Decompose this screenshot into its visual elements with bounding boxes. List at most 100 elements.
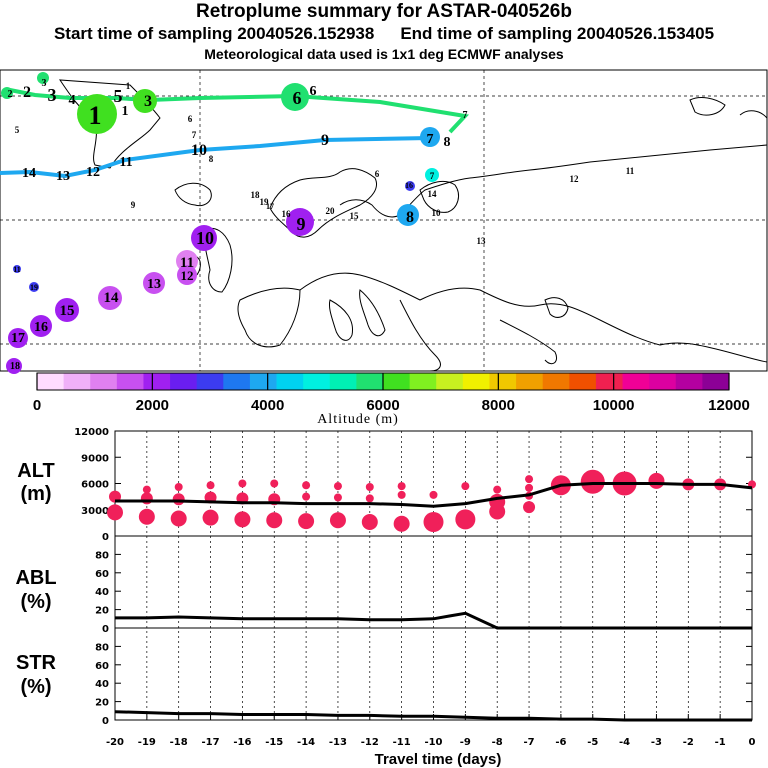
map-marker	[143, 272, 165, 294]
altitude-cluster-point	[302, 481, 311, 490]
map-cluster-label: 14	[428, 189, 438, 199]
altitude-colorbar: 0 2000 4000 6000 8000 10000 12000 Altitude (m)	[33, 372, 750, 427]
abl-y-tick-label: 20	[95, 606, 109, 617]
map-cluster-label: 7	[430, 171, 435, 181]
colorbar-cell	[383, 373, 411, 390]
alt-y-tick-label: 9000	[81, 453, 109, 464]
map-gridlines	[0, 70, 767, 371]
trajectory-paths	[0, 88, 470, 179]
map-marker	[420, 127, 440, 147]
altitude-cluster-point	[523, 501, 536, 514]
map-cluster-label: 4	[69, 93, 76, 108]
altitude-cluster-point	[393, 515, 410, 532]
map-marker	[425, 168, 439, 182]
altitude-cluster-point	[170, 510, 187, 527]
colorbar-cell	[223, 373, 251, 390]
altitude-cluster-point	[493, 485, 502, 494]
alt-axis-label: ALT	[17, 460, 54, 482]
colorbar-cell	[276, 373, 304, 390]
chart-title: Retroplume summary for ASTAR-040526b	[196, 1, 572, 22]
x-tick-label: 0	[749, 737, 756, 748]
altitude-cluster-point	[302, 492, 311, 501]
x-tick-label: -8	[492, 737, 503, 748]
altitude-cluster-point	[266, 512, 283, 529]
str-axis-unit: (%)	[20, 676, 51, 698]
colorbar-cell	[675, 373, 703, 390]
map-cluster-markers	[1, 72, 440, 374]
colorbar-cell	[63, 373, 91, 390]
altitude-cluster-point	[397, 482, 406, 491]
colorbar-cell	[249, 373, 277, 390]
colorbar-tick-label: 4000	[251, 397, 284, 414]
colorbar-tick-label: 6000	[366, 397, 399, 414]
map-cluster-label: 1	[122, 104, 129, 119]
map-cluster-label: 17	[266, 202, 274, 211]
map-cluster-label: 10	[191, 142, 207, 159]
alt-axis-unit: (m)	[20, 483, 51, 505]
map-cluster-label: 13	[147, 277, 161, 292]
map-frame	[0, 69, 768, 372]
map-cluster-label: 19	[260, 197, 270, 207]
x-tick-label: -7	[523, 737, 534, 748]
map-cluster-label: 8	[209, 154, 214, 164]
colorbar-cell	[462, 373, 490, 390]
altitude-cluster-point	[461, 482, 470, 491]
altitude-cluster-point	[648, 472, 665, 489]
colorbar-cell	[436, 373, 464, 390]
altitude-cluster-point	[298, 513, 315, 530]
altitude-cluster-point	[329, 512, 346, 529]
x-tick-label: -13	[329, 737, 347, 748]
colorbar-cell	[702, 373, 730, 390]
altitude-cluster-point	[238, 479, 247, 488]
map-cluster-label: 9	[131, 200, 136, 210]
abl-y-tick-label: 60	[95, 569, 109, 580]
map-marker	[29, 282, 39, 292]
colorbar-cell	[37, 373, 65, 390]
mean-altitude-line	[115, 482, 753, 508]
colorbar-tick-label: 10000	[593, 397, 635, 414]
altitude-cluster-point	[270, 479, 279, 488]
abl-axis-unit: (%)	[20, 591, 51, 613]
map-cluster-label: 12	[86, 165, 100, 180]
map-cluster-label: 1	[126, 81, 131, 91]
map-marker	[30, 315, 52, 337]
met-data-note: Meteorological data used is 1x1 deg ECMW…	[204, 46, 564, 62]
sampling-times: Start time of sampling 20040526.152938 En…	[0, 24, 768, 44]
x-tick-label: -19	[138, 737, 156, 748]
altitude-cluster-point	[172, 493, 185, 506]
map-cluster-label: 7	[463, 110, 468, 121]
map-cluster-label: 18	[10, 361, 20, 372]
alt-y-tick-label: 3000	[81, 506, 109, 517]
start-time: Start time of sampling 20040526.152938	[53, 24, 375, 43]
map-cluster-label: 6	[310, 84, 317, 99]
x-tick-label: -4	[619, 737, 630, 748]
colorbar-cell	[329, 373, 357, 390]
alt-y-tick-label: 12000	[74, 427, 109, 438]
colorbar-cell	[489, 373, 517, 390]
altitude-cluster-point	[234, 511, 251, 528]
colorbar-tick-label: 8000	[482, 397, 515, 414]
str-y-tick-label: 0	[102, 716, 109, 727]
map-cluster-label: 11	[180, 255, 194, 271]
map-marker	[1, 87, 13, 99]
altitude-cluster-point	[525, 475, 534, 484]
trajectory-upper	[9, 88, 470, 134]
map-cluster-label: 7	[427, 132, 434, 147]
colorbar-cell	[409, 373, 437, 390]
map-cluster-label: 12	[570, 174, 580, 184]
map-cluster-label: 11	[626, 166, 635, 176]
x-tick-label: -3	[651, 737, 662, 748]
map-marker	[37, 72, 49, 84]
altitude-cluster-point	[361, 514, 378, 530]
time-series-panels: 0 3000 6000 9000 12000 0 20 40 60 80 0 20 40 60 80 -…	[15, 427, 756, 768]
map-cluster-label: 13	[477, 236, 487, 246]
map-marker	[191, 225, 217, 251]
map-cluster-label: 11	[119, 155, 132, 170]
altitude-cluster-point	[140, 492, 153, 505]
altitude-cluster-point	[423, 512, 444, 532]
colorbar-cell	[143, 373, 171, 390]
map-marker	[55, 298, 79, 322]
x-tick-label: -12	[361, 737, 379, 748]
